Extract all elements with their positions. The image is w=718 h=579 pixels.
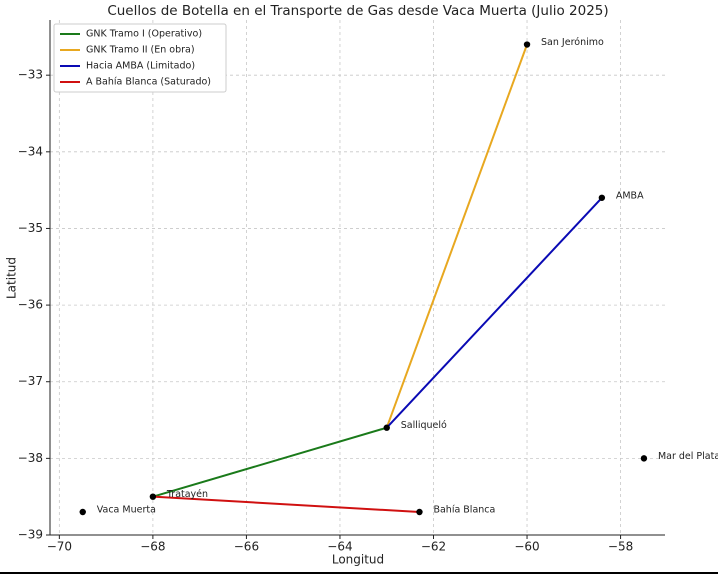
x-tick-label: −64 [327,540,352,554]
x-tick-label: −62 [421,540,446,554]
x-tick-label: −66 [234,540,259,554]
chart-title: Cuellos de Botella en el Transporte de G… [107,3,608,19]
legend-label: Hacia AMBA (Limitado) [86,61,195,72]
city-label: Bahía Blanca [433,505,495,516]
series-line [152,495,420,514]
city-point [79,508,86,516]
x-tick-label: −58 [608,540,633,554]
series-line [152,426,388,498]
city-label: AMBA [616,190,644,201]
legend-label: GNK Tramo II (En obra) [86,45,195,56]
y-tick-label: −36 [18,298,43,312]
legend-box [53,23,227,93]
y-tick-label: −37 [18,374,43,388]
y-tick-label: −38 [18,451,43,465]
legend-label: GNK Tramo I (Operativo) [86,29,202,40]
y-tick-label: −34 [18,144,43,158]
city-point [523,41,531,48]
y-axis-label: Latitud [5,257,19,299]
city-point [383,424,390,431]
city-point [416,508,423,516]
x-tick-label: −68 [140,540,165,554]
x-tick-label: −60 [514,540,539,554]
city-point [598,194,606,201]
city-label: Tratayén [166,489,208,500]
y-tick-label: −39 [18,528,43,542]
city-label: Mar del Plata [658,451,718,462]
city-label: Vaca Muerta [97,505,156,516]
x-axis-label: Longitud [332,553,384,567]
city-label: Salliqueló [401,420,447,431]
legend-label: A Bahía Blanca (Saturado) [86,77,211,88]
series-line [385,197,603,429]
city-point [640,455,648,462]
city-label: San Jerónimo [541,37,604,48]
city-point [149,493,157,500]
y-tick-label: −35 [18,221,43,235]
y-tick-label: −33 [18,68,43,82]
series-line [385,44,528,429]
x-tick-label: −70 [47,540,72,554]
